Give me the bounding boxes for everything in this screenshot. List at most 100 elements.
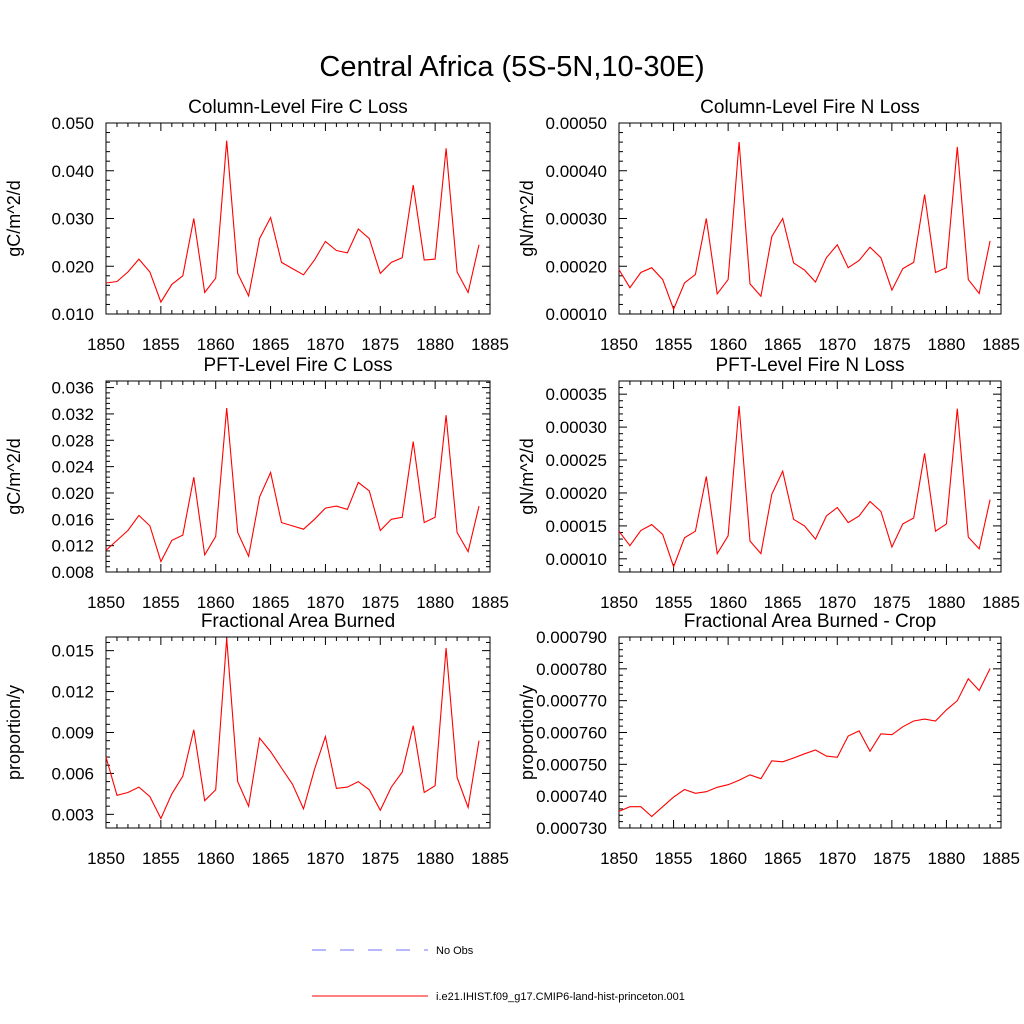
chart-panel-3: PFT-Level Fire C Loss 1850 1855 1860 1865 187…	[4, 355, 509, 612]
x-tick-label: 1880	[928, 593, 966, 612]
x-tick-label: 1855	[142, 593, 180, 612]
panel-title: Column-Level Fire C Loss	[188, 97, 408, 118]
x-tick-label: 1870	[818, 849, 856, 868]
panel-title: Column-Level Fire N Loss	[700, 97, 920, 118]
x-tick-label: 1855	[655, 335, 693, 354]
x-tick-label: 1875	[873, 593, 911, 612]
x-tick-label: 1860	[197, 849, 235, 868]
x-tick-label: 1850	[600, 849, 638, 868]
panel-title: PFT-Level Fire N Loss	[716, 355, 905, 376]
series-line	[618, 405, 991, 569]
y-axis-label: gC/m^2/d	[4, 180, 24, 256]
x-tick-label: 1880	[416, 335, 454, 354]
x-tick-label: 1870	[307, 849, 345, 868]
chart-panel-2: Column-Level Fire N Loss 1850 1855 1860 1865…	[517, 97, 1020, 354]
y-axis-label: gN/m^2/d	[517, 180, 537, 256]
x-tick-label: 1850	[87, 335, 125, 354]
y-tick-label: 0.000740	[536, 787, 607, 806]
x-tick-label: 1880	[416, 593, 454, 612]
x-tick-label: 1850	[87, 593, 125, 612]
x-tick-label: 1875	[873, 849, 911, 868]
x-tick-label: 1880	[928, 335, 966, 354]
x-tick-label: 1875	[361, 593, 399, 612]
x-tick-label: 1855	[655, 593, 693, 612]
x-tick-label: 1865	[252, 335, 290, 354]
chart-panel-4: PFT-Level Fire N Loss 1850 1855 1860 1865 187…	[517, 355, 1020, 612]
plot-frame	[618, 636, 1002, 829]
panel-title: Fractional Area Burned	[201, 611, 395, 632]
y-tick-label: 0.00010	[546, 550, 607, 569]
x-tick-label: 1885	[982, 849, 1020, 868]
x-tick-label: 1880	[416, 849, 454, 868]
x-tick-label: 1860	[709, 593, 747, 612]
series-line	[618, 668, 991, 818]
x-tick-label: 1865	[764, 849, 802, 868]
x-tick-label: 1855	[655, 849, 693, 868]
plot-frame	[105, 636, 491, 829]
series-line	[105, 140, 480, 304]
chart-panel-5: Fractional Area Burned 1850 1855 1860 1865 18…	[4, 611, 509, 868]
y-tick-label: 0.000780	[536, 660, 607, 679]
y-tick-label: 0.00015	[546, 517, 607, 536]
x-tick-label: 1870	[307, 335, 345, 354]
x-tick-label: 1885	[982, 335, 1020, 354]
y-tick-label: 0.003	[51, 805, 94, 824]
y-tick-label: 0.040	[51, 162, 94, 181]
y-tick-label: 0.016	[51, 510, 94, 529]
y-tick-label: 0.00020	[546, 484, 607, 503]
x-tick-label: 1860	[709, 335, 747, 354]
y-tick-label: 0.000770	[536, 692, 607, 711]
plot-frame	[618, 380, 1002, 573]
x-tick-label: 1850	[600, 335, 638, 354]
x-tick-label: 1860	[197, 593, 235, 612]
x-tick-label: 1860	[709, 849, 747, 868]
y-tick-label: 0.000750	[536, 755, 607, 774]
y-tick-label: 0.00050	[546, 114, 607, 133]
y-tick-label: 0.000730	[536, 819, 607, 838]
x-tick-label: 1865	[764, 593, 802, 612]
x-tick-label: 1885	[471, 849, 509, 868]
x-tick-label: 1865	[764, 335, 802, 354]
panel-title: Fractional Area Burned - Crop	[684, 611, 936, 632]
x-tick-label: 1885	[471, 593, 509, 612]
plot-frame	[105, 380, 491, 573]
x-tick-label: 1865	[252, 849, 290, 868]
series-line	[105, 638, 480, 820]
x-tick-label: 1880	[928, 849, 966, 868]
panel-title: PFT-Level Fire C Loss	[204, 355, 393, 376]
y-tick-label: 0.030	[51, 210, 94, 229]
y-tick-label: 0.012	[51, 683, 94, 702]
plot-frame	[618, 122, 1002, 315]
y-tick-label: 0.012	[51, 537, 94, 556]
y-tick-label: 0.00020	[546, 257, 607, 276]
legend: No Obs i.e21.IHIST.f09_g17.CMIP6-land-hi…	[312, 945, 685, 1003]
y-tick-label: 0.010	[51, 305, 94, 324]
x-tick-label: 1850	[87, 849, 125, 868]
x-tick-label: 1860	[197, 335, 235, 354]
y-tick-label: 0.032	[51, 405, 94, 424]
x-tick-label: 1870	[307, 593, 345, 612]
x-tick-label: 1885	[471, 335, 509, 354]
x-tick-label: 1875	[361, 849, 399, 868]
y-tick-label: 0.015	[51, 642, 94, 661]
chart-panel-1: Column-Level Fire C Loss 1850 1855 1860 1865…	[4, 97, 509, 354]
y-tick-label: 0.00030	[546, 210, 607, 229]
x-tick-label: 1870	[818, 335, 856, 354]
x-tick-label: 1875	[361, 335, 399, 354]
y-tick-label: 0.020	[51, 484, 94, 503]
y-tick-label: 0.00030	[546, 418, 607, 437]
x-tick-label: 1875	[873, 335, 911, 354]
x-tick-label: 1855	[142, 335, 180, 354]
y-tick-label: 0.009	[51, 724, 94, 743]
y-tick-label: 0.050	[51, 114, 94, 133]
y-tick-label: 0.006	[51, 764, 94, 783]
figure-title: Central Africa (5S-5N,10-30E)	[319, 51, 704, 83]
y-tick-label: 0.00025	[546, 451, 607, 470]
y-tick-label: 0.00035	[546, 385, 607, 404]
x-tick-label: 1870	[818, 593, 856, 612]
y-axis-label: proportion/y	[4, 685, 24, 780]
y-tick-label: 0.00010	[546, 305, 607, 324]
legend-model-label: i.e21.IHIST.f09_g17.CMIP6-land-hist-prin…	[436, 991, 685, 1003]
y-tick-label: 0.00040	[546, 162, 607, 181]
y-axis-label: gN/m^2/d	[517, 438, 537, 514]
